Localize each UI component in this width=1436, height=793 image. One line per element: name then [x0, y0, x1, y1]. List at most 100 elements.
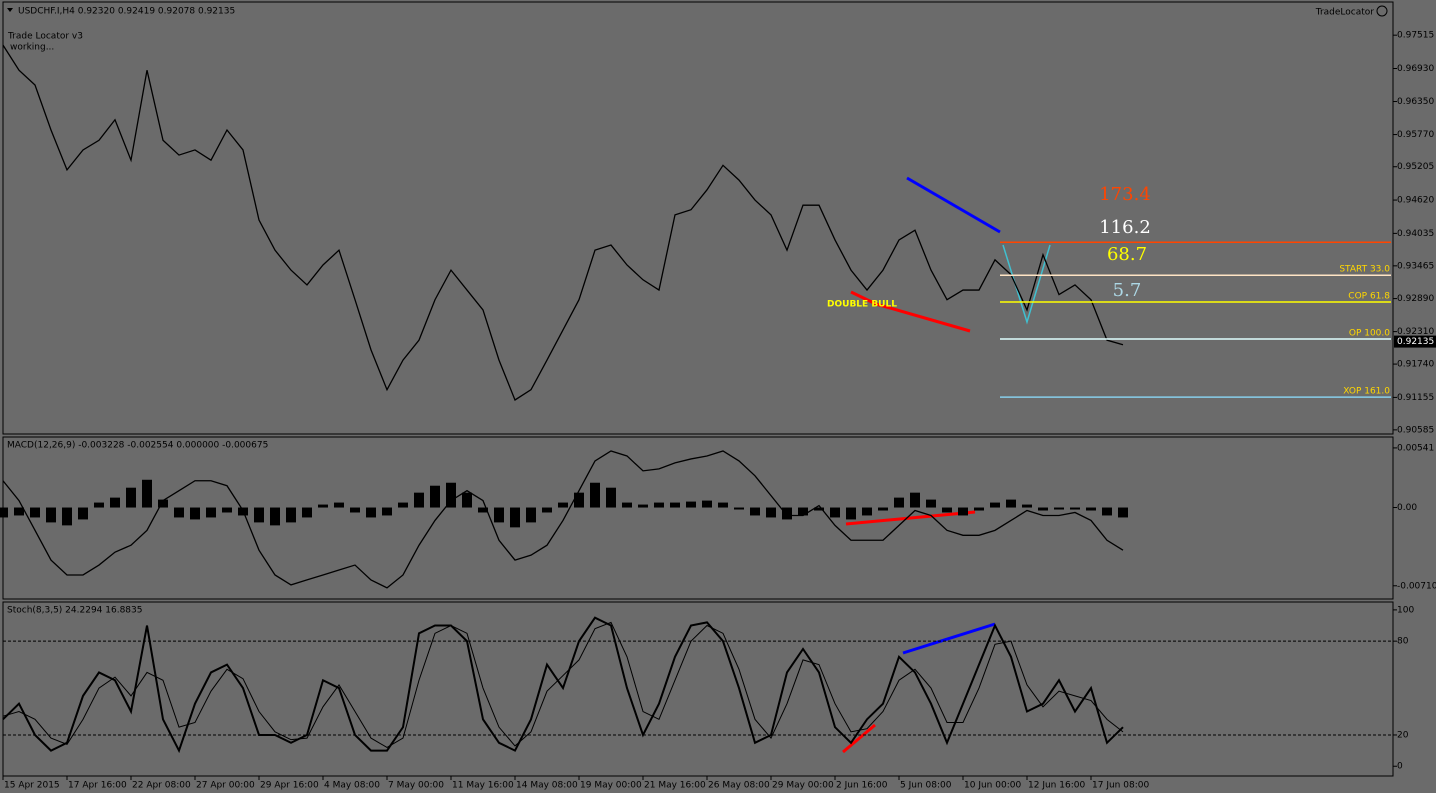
- histogram-bar: [110, 497, 120, 508]
- y-tick-label: 0.97515: [1397, 31, 1434, 41]
- histogram-bar: [926, 499, 936, 508]
- histogram-bar: [974, 507, 984, 511]
- pattern-line: [875, 302, 971, 333]
- histogram-bar: [366, 507, 376, 518]
- pattern-line: [906, 176, 1001, 234]
- histogram-bar: [782, 507, 792, 520]
- histogram-bar: [622, 502, 632, 508]
- histogram-bar: [574, 492, 584, 508]
- x-tick-label: 29 May 00:00: [772, 781, 834, 791]
- annotation: 68.7: [1107, 244, 1147, 265]
- histogram-bar: [286, 507, 296, 523]
- x-tick-label: 26 May 08:00: [708, 781, 770, 791]
- histogram-bar: [878, 507, 888, 511]
- histogram-bar: [894, 497, 904, 508]
- last-price-box: [1394, 335, 1436, 348]
- histogram-bar: [478, 507, 488, 513]
- histogram-bar: [510, 507, 520, 528]
- histogram-bar: [670, 502, 680, 508]
- histogram-bar: [718, 502, 728, 508]
- stoch-title: Stoch(8,3,5) 24.2294 16.8835: [7, 606, 142, 616]
- x-tick-label: 12 Jun 16:00: [1028, 781, 1085, 791]
- y-tick-label: 0.93465: [1397, 261, 1434, 271]
- histogram-bar: [846, 507, 856, 520]
- histogram-bar: [78, 507, 88, 520]
- fib-level-label: COP 61.8: [1348, 292, 1390, 302]
- fib-level-label: OP 100.0: [1349, 329, 1390, 339]
- annotation: DOUBLE BULL: [827, 300, 897, 310]
- histogram-bar: [1038, 507, 1048, 511]
- histogram-bar: [606, 487, 616, 508]
- histogram-bar: [798, 507, 808, 516]
- y-tick-label: 0.96930: [1397, 64, 1434, 74]
- x-tick-label: 7 May 00:00: [388, 781, 444, 791]
- macd-panel: [2, 436, 1394, 600]
- fib-level-label: XOP 161.0: [1343, 387, 1390, 397]
- histogram-bar: [222, 507, 232, 513]
- histogram-bar: [1102, 507, 1112, 516]
- y-tick-label: 0.96350: [1397, 97, 1434, 107]
- histogram-bar: [590, 482, 600, 508]
- x-tick-label: 11 May 16:00: [452, 781, 514, 791]
- x-tick-label: 4 May 08:00: [324, 781, 380, 791]
- histogram-bar: [142, 479, 152, 508]
- y-tick-label: 0.94035: [1397, 229, 1434, 239]
- y-tick-label: 0.95770: [1397, 130, 1434, 140]
- x-tick-label: 22 Apr 08:00: [132, 781, 191, 791]
- y-tick-label: 0.90585: [1397, 425, 1434, 435]
- histogram-bar: [414, 492, 424, 508]
- histogram-bar: [62, 507, 72, 526]
- histogram-bar: [206, 507, 216, 518]
- x-tick-label: 19 May 00:00: [580, 781, 642, 791]
- histogram-bar: [750, 507, 760, 516]
- histogram-bar: [990, 502, 1000, 508]
- x-tick-label: 10 Jun 00:00: [964, 781, 1021, 791]
- y-tick-label: 100: [1397, 605, 1414, 615]
- menu-icon[interactable]: [7, 8, 13, 12]
- histogram-bar: [830, 507, 840, 518]
- series-line: [2, 621, 1124, 749]
- y-tick-label: 0.91740: [1397, 360, 1434, 370]
- histogram-bar: [430, 485, 440, 508]
- histogram-bar: [1070, 507, 1080, 510]
- y-tick-label: 0.00541: [1397, 443, 1434, 453]
- pattern-line: [850, 290, 877, 306]
- histogram-bar: [30, 507, 40, 518]
- histogram-bar: [494, 507, 504, 523]
- brand-icon[interactable]: [1376, 5, 1388, 17]
- histogram-bar: [382, 507, 392, 516]
- histogram-bar: [462, 492, 472, 508]
- x-tick-label: 21 May 16:00: [644, 781, 706, 791]
- series-line: [2, 616, 1124, 754]
- divergence-line: [902, 622, 996, 655]
- series-line: [2, 44, 1124, 401]
- y-tick-label: 0: [1397, 762, 1403, 772]
- histogram-bar: [862, 507, 872, 516]
- histogram-bar: [942, 507, 952, 513]
- histogram-bar: [158, 499, 168, 508]
- indicator-label: Trade Locator v3: [7, 32, 83, 42]
- x-tick-label: 27 Apr 00:00: [196, 781, 255, 791]
- histogram-bar: [1022, 504, 1032, 508]
- histogram-bar: [254, 507, 264, 523]
- y-tick-label: 20: [1397, 730, 1409, 740]
- histogram-bar: [702, 500, 712, 508]
- histogram-bar: [638, 504, 648, 508]
- last-price-label: 0.92135: [1397, 337, 1434, 347]
- histogram-bar: [94, 502, 104, 508]
- histogram-bar: [766, 507, 776, 518]
- histogram-bar: [1086, 507, 1096, 511]
- series-line: [2, 450, 1124, 589]
- histogram-bar: [542, 507, 552, 513]
- stoch-panel: [2, 601, 1394, 777]
- annotation: 173.4: [1099, 184, 1151, 205]
- histogram-bar: [46, 507, 56, 523]
- histogram-bar: [190, 507, 200, 520]
- x-tick-label: 14 May 08:00: [516, 781, 578, 791]
- histogram-bar: [1006, 499, 1016, 508]
- y-tick-label: 0.92890: [1397, 294, 1434, 304]
- histogram-bar: [1054, 507, 1064, 510]
